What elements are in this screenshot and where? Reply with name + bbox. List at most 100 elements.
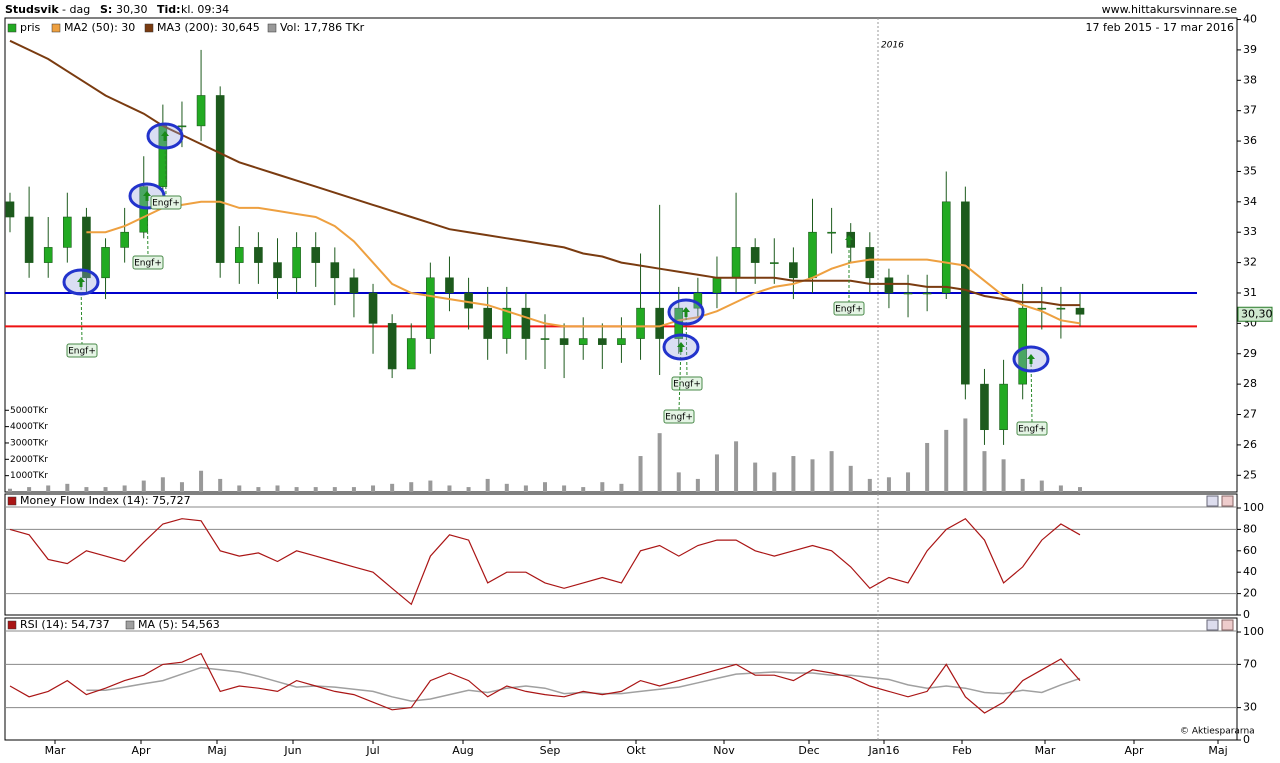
time-label: Tid: bbox=[157, 3, 181, 16]
volume-bar bbox=[1001, 459, 1006, 492]
signal-label: Engf+ bbox=[835, 305, 863, 315]
close-button[interactable] bbox=[1221, 619, 1234, 631]
last-price-tag bbox=[1237, 306, 1273, 322]
candle-body bbox=[387, 323, 397, 370]
x-tick-label: Maj bbox=[1208, 744, 1227, 757]
last-price-label: 30,30 bbox=[1241, 307, 1273, 320]
y-tick-label: 40 bbox=[1243, 13, 1257, 26]
x-tick-label: Mar bbox=[45, 744, 66, 757]
volume-bar bbox=[638, 456, 643, 492]
signal-arrow bbox=[143, 191, 151, 201]
volume-bar bbox=[867, 478, 872, 492]
line-series bbox=[9, 39, 1080, 307]
volume-bar bbox=[218, 478, 223, 492]
volume-bar bbox=[504, 483, 509, 492]
volume-bar bbox=[141, 480, 146, 492]
candle-body bbox=[196, 95, 206, 127]
volume-bar bbox=[848, 465, 853, 492]
y-tick-label: 20 bbox=[1243, 587, 1257, 600]
volume-bar bbox=[371, 485, 376, 492]
settings-button[interactable] bbox=[1206, 495, 1219, 507]
candle-body bbox=[464, 292, 473, 309]
legend-label: MA3 (200): 30,645 bbox=[157, 21, 260, 34]
signal-arrow bbox=[77, 277, 85, 287]
candle-body bbox=[999, 383, 1008, 431]
volume-bar bbox=[27, 487, 32, 492]
y-tick-label: 25 bbox=[1243, 468, 1257, 481]
x-tick-label: Sep bbox=[540, 744, 561, 757]
volume-bar bbox=[791, 456, 796, 492]
candle-body bbox=[234, 247, 244, 263]
candle-body bbox=[406, 338, 416, 370]
legend-swatch bbox=[144, 23, 154, 33]
x-tick-label: Apr bbox=[131, 744, 151, 757]
candle-body bbox=[521, 307, 531, 339]
settings-button[interactable] bbox=[1206, 619, 1219, 631]
candle-body bbox=[349, 277, 359, 294]
volume-bar bbox=[523, 485, 528, 492]
candle-body bbox=[120, 231, 129, 248]
signal-label: Engf+ bbox=[152, 199, 180, 209]
date-range: 17 feb 2015 - 17 mar 2016 bbox=[1085, 21, 1234, 34]
y2-tick-label: 2000TKr bbox=[10, 455, 48, 465]
volume-bar bbox=[619, 483, 624, 492]
volume-bar bbox=[1039, 480, 1044, 492]
y-tick-label: 34 bbox=[1243, 195, 1257, 208]
legend-label: Money Flow Index (14): 75,727 bbox=[20, 494, 191, 507]
volume-bar bbox=[447, 485, 452, 492]
volume-bar bbox=[772, 472, 777, 492]
candle-body bbox=[941, 201, 951, 294]
candle-body bbox=[82, 216, 91, 279]
volume-bar bbox=[409, 482, 414, 492]
candle-body bbox=[426, 277, 435, 339]
year-label: 2016 bbox=[881, 41, 904, 51]
volume-bar bbox=[657, 433, 662, 492]
signal-label: Engf+ bbox=[68, 347, 96, 357]
volume-bar bbox=[8, 488, 12, 492]
volume-bar bbox=[543, 482, 547, 492]
y-tick-label: 30 bbox=[1243, 701, 1257, 714]
candle-body bbox=[101, 247, 110, 279]
volume-bar bbox=[753, 462, 758, 492]
volume-bar bbox=[963, 418, 968, 492]
candle-body bbox=[808, 231, 817, 279]
candle-body bbox=[636, 307, 645, 339]
volume-bar bbox=[485, 478, 490, 492]
signal-box bbox=[1016, 421, 1048, 436]
candle-body bbox=[177, 125, 187, 128]
volume-bar bbox=[562, 485, 567, 492]
candle-body bbox=[445, 277, 454, 294]
volume-bar bbox=[944, 429, 949, 492]
candle-body bbox=[865, 247, 875, 279]
candle-body bbox=[961, 201, 970, 385]
volume-bar bbox=[1058, 485, 1063, 492]
volume-bar bbox=[103, 487, 108, 492]
y-tick-label: 29 bbox=[1243, 347, 1257, 360]
legend-label: pris bbox=[20, 21, 41, 34]
candle-body bbox=[483, 307, 492, 339]
legend-label: Vol: 17,786 TKr bbox=[280, 21, 365, 34]
candle-body bbox=[731, 247, 741, 279]
y-tick-label: 39 bbox=[1243, 43, 1257, 56]
y-tick-label: 37 bbox=[1243, 104, 1257, 117]
x-tick-label: Okt bbox=[626, 744, 646, 757]
candle-body bbox=[502, 307, 512, 339]
quote-label: S: bbox=[100, 3, 112, 16]
y-tick-label: 26 bbox=[1243, 438, 1257, 451]
y-tick-label: 27 bbox=[1243, 408, 1257, 421]
line-series bbox=[9, 517, 1081, 606]
credit: © Aktiespararna bbox=[1180, 727, 1255, 737]
candle-body bbox=[254, 247, 263, 263]
volume-bar bbox=[332, 487, 337, 492]
signal-box bbox=[150, 195, 182, 210]
y-tick-label: 28 bbox=[1243, 377, 1257, 390]
signal-connector bbox=[164, 135, 167, 197]
close-button[interactable] bbox=[1221, 495, 1234, 507]
y2-tick-label: 5000TKr bbox=[10, 406, 48, 416]
volume-bar bbox=[581, 487, 586, 492]
y-tick-label: 40 bbox=[1243, 565, 1257, 578]
x-tick-label: Dec bbox=[798, 744, 819, 757]
candle-body bbox=[827, 231, 836, 234]
signal-connector bbox=[146, 195, 149, 257]
candle-body bbox=[5, 201, 15, 218]
